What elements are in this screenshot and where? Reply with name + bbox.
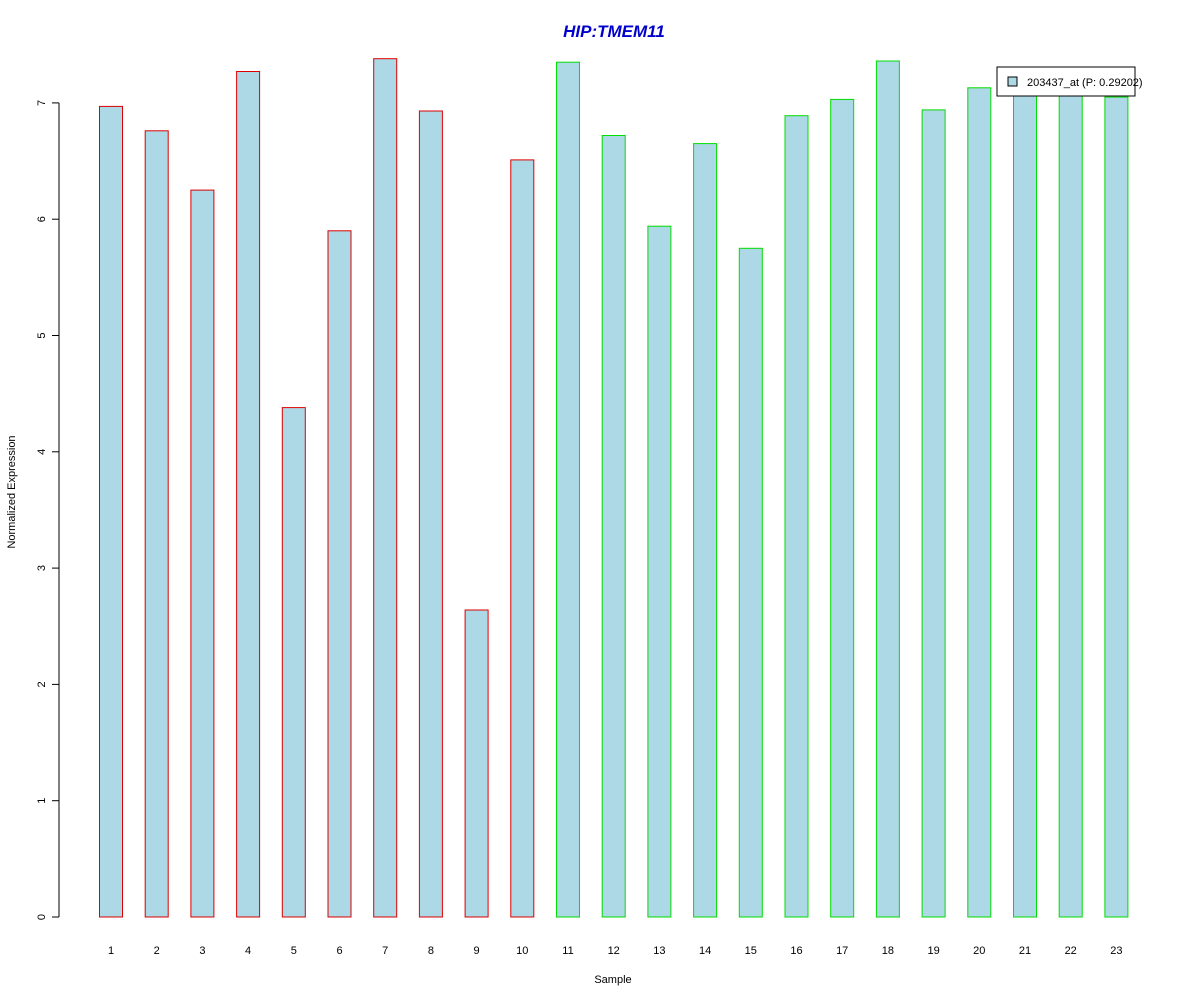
x-tick-label: 5 [291,945,297,957]
bar-sample-20 [967,87,992,918]
x-tick-label: 11 [562,945,573,957]
y-tick-label: 7 [36,100,48,106]
bar-sample-19 [921,109,946,918]
bar-sample-10 [510,159,535,918]
bar-sample-13 [647,225,672,918]
bar-sample-22 [1058,94,1083,918]
bar-sample-5 [281,407,306,918]
x-tick-label: 9 [474,945,480,957]
x-tick-label: 2 [154,945,160,957]
x-tick-label: 22 [1065,945,1077,957]
y-tick-label: 0 [36,914,48,920]
x-axis-label: Sample [594,974,631,986]
y-tick-label: 5 [36,332,48,338]
y-tick-label: 1 [36,798,48,804]
legend-swatch [1007,76,1018,87]
bar-sample-1 [99,105,123,918]
bar-sample-17 [830,98,855,918]
y-tick-label: 2 [36,681,48,687]
x-tick-labels: 1 2 3 4 5 6 7 8 9 10 11 12 13 14 15 16 17 18 19 20 21 22 23 [108,945,1123,957]
x-tick-label: 18 [882,945,894,957]
bar-sample-11 [556,61,580,918]
x-tick-label: 4 [245,945,251,957]
y-axis: 0 1 2 3 4 5 6 7 [36,100,60,920]
x-tick-label: 21 [1019,945,1031,957]
bars-group [99,58,1129,918]
chart-title: HIP:TMEM11 [563,22,665,41]
x-tick-label: 20 [973,945,985,957]
bar-sample-3 [190,189,215,918]
x-tick-label: 10 [516,945,528,957]
x-tick-label: 15 [745,945,757,957]
bar-sample-23 [1104,96,1129,918]
x-tick-label: 8 [428,945,434,957]
x-tick-label: 14 [699,945,711,957]
bar-sample-18 [875,60,900,918]
x-tick-label: 17 [836,945,848,957]
bar-sample-15 [738,247,763,918]
x-tick-label: 19 [927,945,939,957]
y-tick-label: 6 [36,216,48,222]
x-tick-label: 16 [790,945,802,957]
bar-sample-9 [464,609,489,918]
bar-sample-4 [236,71,261,918]
bar-sample-8 [418,110,443,918]
legend: 203437_at (P: 0.29202) [996,66,1143,97]
x-tick-label: 7 [382,945,388,957]
x-tick-label: 3 [199,945,205,957]
legend-box [996,66,1136,97]
x-tick-label: 12 [608,945,620,957]
y-axis-label: Normalized Expression [6,435,18,548]
bar-sample-12 [601,135,626,918]
bar-sample-7 [373,58,398,918]
y-tick-label: 4 [36,449,48,455]
x-tick-label: 13 [653,945,665,957]
x-tick-label: 1 [108,945,114,957]
y-tick-label: 3 [36,565,48,571]
legend-label: 203437_at (P: 0.29202) [1027,77,1143,89]
bar-sample-21 [1013,93,1037,918]
bar-sample-14 [693,143,718,918]
bar-sample-2 [144,130,169,918]
bar-sample-16 [784,115,809,918]
x-tick-label: 23 [1110,945,1122,957]
bar-sample-6 [327,230,352,918]
x-tick-label: 6 [336,945,342,957]
